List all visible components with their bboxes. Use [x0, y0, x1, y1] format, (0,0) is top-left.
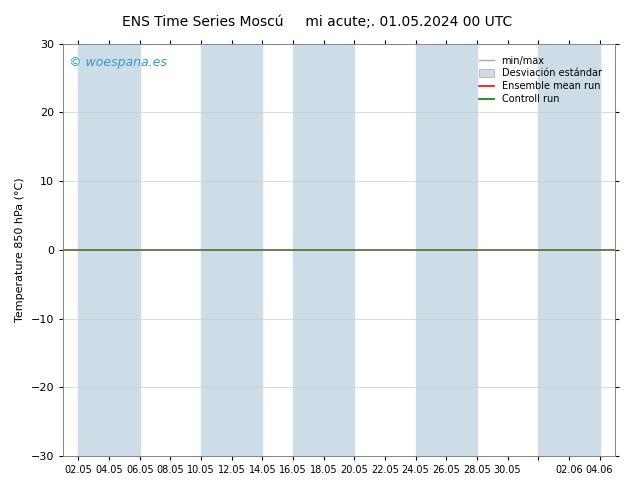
Y-axis label: Temperature 850 hPa (°C): Temperature 850 hPa (°C): [15, 177, 25, 322]
Bar: [79, 44, 139, 456]
Bar: [293, 44, 354, 456]
Text: © woespana.es: © woespana.es: [68, 56, 167, 69]
Bar: [538, 44, 600, 456]
Bar: [201, 44, 262, 456]
Legend: min/max, Desviación estándar, Ensemble mean run, Controll run: min/max, Desviación estándar, Ensemble m…: [476, 52, 604, 107]
Text: ENS Time Series Moscú     mi acute;. 01.05.2024 00 UTC: ENS Time Series Moscú mi acute;. 01.05.2…: [122, 15, 512, 29]
Bar: [416, 44, 477, 456]
